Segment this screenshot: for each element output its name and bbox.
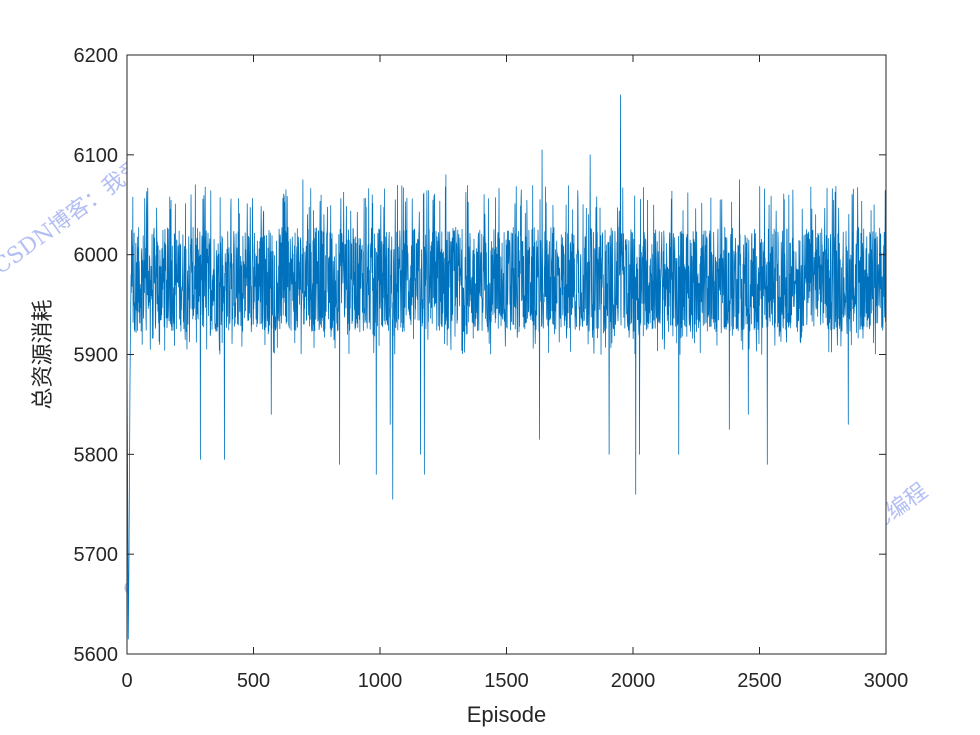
y-tick-label: 5900 [74, 345, 119, 367]
y-tick-label: 6100 [74, 145, 119, 167]
y-tick-label: 5800 [74, 444, 119, 466]
x-tick-label: 2000 [611, 670, 656, 692]
x-tick-label: 1500 [484, 670, 529, 692]
series-line [126, 94, 887, 640]
x-axis: 0 500 1000 1500 2000 2500 3000 [121, 55, 908, 692]
y-axis: 5600 5700 5800 5900 6000 6100 6200 [74, 45, 886, 666]
y-tick-label: 6200 [74, 45, 119, 67]
x-tick-label: 3000 [864, 670, 909, 692]
series-layer [126, 94, 887, 640]
x-tick-label: 1000 [358, 670, 403, 692]
x-tick-label: 0 [121, 670, 132, 692]
plot-background [127, 55, 886, 654]
y-axis-title: 总资源消耗 [30, 299, 55, 409]
y-tick-label: 5700 [74, 544, 119, 566]
x-axis-title: Episode [467, 702, 547, 727]
x-tick-label: 500 [237, 670, 270, 692]
y-tick-label: 6000 [74, 245, 119, 267]
x-tick-label: 2500 [737, 670, 782, 692]
y-tick-label: 5600 [74, 644, 119, 666]
